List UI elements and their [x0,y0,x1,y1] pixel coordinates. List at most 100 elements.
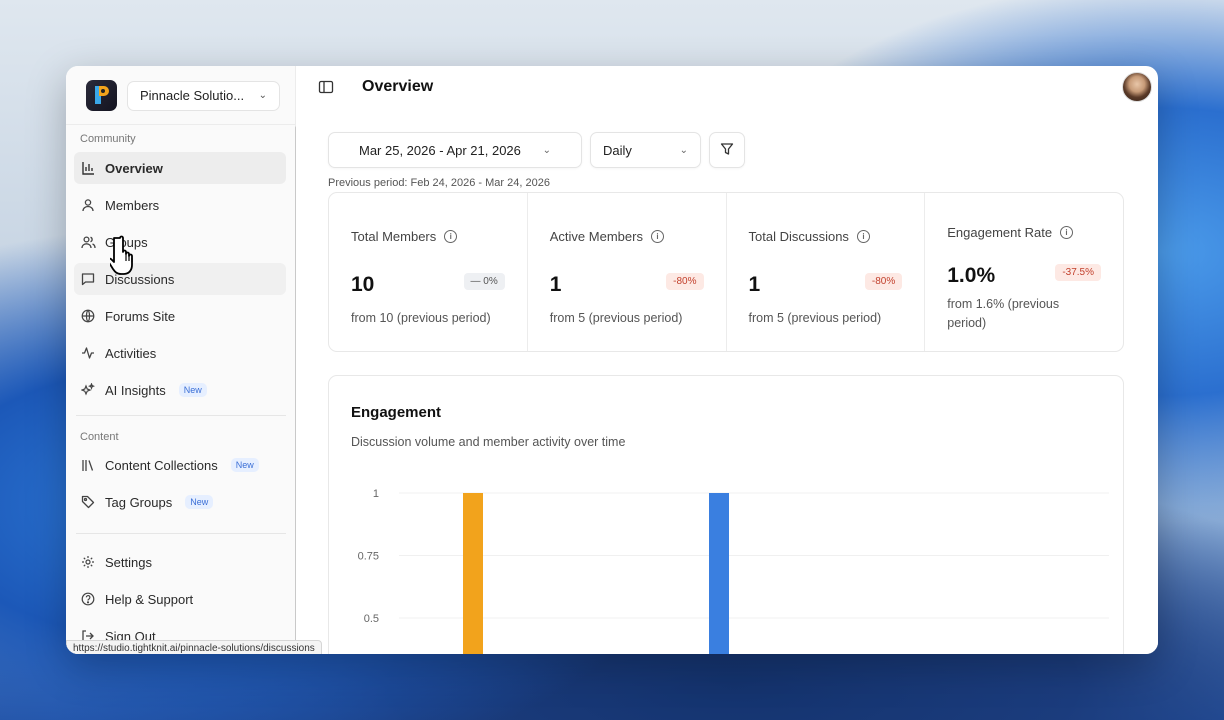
chart-bar[interactable] [709,493,729,654]
info-icon[interactable]: i [444,230,458,243]
engagement-subtitle: Discussion volume and member activity ov… [351,435,626,449]
stats-row: Total Members i 10 — 0% from 10 (previous… [328,192,1124,352]
app-window: Pinnacle Solutio... ⌄ Community Overview… [66,66,1158,654]
header: Overview [296,66,1158,110]
gear-icon [80,554,96,570]
sidebar-item-groups[interactable]: Groups [74,226,286,258]
workspace-logo[interactable] [86,80,117,111]
tag-icon [80,494,96,510]
info-icon[interactable]: i [856,230,870,243]
engagement-title: Engagement [351,404,442,421]
stat-subtext: from 1.6% (previous period) [947,297,1060,330]
engagement-chart: 1 0.75 0.5 [358,488,1109,654]
divider [76,415,286,416]
stat-value: 1 [748,273,761,296]
page-title: Overview [362,78,434,95]
workspace-switcher: Pinnacle Solutio... ⌄ [86,80,280,111]
globe-icon [80,308,96,324]
engagement-card: Engagement Discussion volume and member … [328,375,1124,654]
filter-icon [720,142,734,159]
sidebar-item-label: Activities [105,345,157,361]
sidebar-item-sign-out[interactable]: Sign Out [74,620,286,652]
change-badge: — 0% [463,273,505,290]
stat-card-active-members: Active Members i 1 -80% from 5 (previous … [528,193,727,351]
stat-label: Total Members [351,229,437,244]
change-badge: -80% [666,273,704,290]
stat-subtext: from 10 (previous period) [351,311,491,325]
sidebar-item-overview[interactable]: Overview [74,152,286,184]
avatar[interactable] [1122,72,1152,102]
sidebar-item-label: Discussions [105,271,175,287]
sidebar-item-help-support[interactable]: Help & Support [74,583,286,615]
change-badge: -37.5% [1055,264,1101,281]
sidebar-item-settings[interactable]: Settings [74,546,286,578]
new-badge: New [185,495,214,509]
stat-subtext: from 5 (previous period) [549,311,683,325]
chevron-down-icon: ⌄ [542,144,551,156]
sparkles-icon [80,382,96,398]
bar-chart-icon [80,160,96,176]
granularity-select[interactable]: Daily ⌄ [590,132,701,168]
help-icon [80,591,96,607]
date-range-value: Mar 25, 2026 - Apr 21, 2026 [359,142,521,158]
change-badge: -80% [864,273,903,290]
sidebar-item-label: Tag Groups [105,494,173,510]
sidebar-item-label: Content Collections [105,457,218,473]
stat-value: 1.0% [947,264,996,287]
section-label-community: Community [80,133,136,145]
sidebar-item-ai-insights[interactable]: AI Insights New [74,374,286,406]
sidebar-item-label: Forums Site [105,308,176,324]
main-content: Mar 25, 2026 - Apr 21, 2026 ⌄ Daily ⌄ Pr… [296,110,1158,654]
sidebar-item-label: Settings [105,554,152,570]
sidebar-item-label: Sign Out [105,628,156,644]
previous-period-text: Previous period: Feb 24, 2026 - Mar 24, … [328,177,550,189]
status-bar-url: https://studio.tightknit.ai/pinnacle-sol… [66,640,322,654]
workspace-name: Pinnacle Solutio... [140,88,245,103]
new-badge: New [230,458,259,472]
users-icon [80,234,96,250]
sidebar-item-label: Help & Support [105,591,194,607]
sidebar-item-label: Groups [105,234,148,250]
info-icon[interactable]: i [1060,226,1074,239]
stat-card-total-discussions: Total Discussions i 1 -80% from 5 (previo… [727,193,926,351]
section-label-content: Content [80,431,119,443]
y-tick-label: 0.75 [358,551,379,563]
divider [76,533,286,534]
divider [66,124,295,125]
stat-card-total-members: Total Members i 10 — 0% from 10 (previous… [329,193,528,351]
sidebar-item-label: Overview [105,160,163,176]
sidebar-item-discussions[interactable]: Discussions [74,263,286,295]
user-icon [80,197,96,213]
stat-value: 10 [351,273,375,296]
sidebar-item-activities[interactable]: Activities [74,337,286,369]
chevron-down-icon: ⌄ [679,144,688,156]
chat-icon [80,271,96,287]
stat-label: Total Discussions [748,229,849,244]
sidebar-item-label: AI Insights [105,382,166,398]
sidebar-toggle-icon[interactable] [318,79,334,100]
sidebar-item-forums-site[interactable]: Forums Site [74,300,286,332]
library-icon [80,457,96,473]
filter-button[interactable] [709,132,745,168]
y-tick-label: 0.5 [364,613,379,625]
sidebar-item-label: Members [105,197,160,213]
new-badge: New [178,383,207,397]
stat-card-engagement-rate: Engagement Rate i 1.0% -37.5% from 1.6% (… [925,193,1123,351]
filter-controls: Mar 25, 2026 - Apr 21, 2026 ⌄ Daily ⌄ [328,132,745,168]
info-icon[interactable]: i [650,230,664,243]
sidebar-item-members[interactable]: Members [74,189,286,221]
stat-subtext: from 5 (previous period) [748,311,882,325]
chart-bar[interactable] [463,493,483,654]
stat-value: 1 [549,273,562,296]
stat-label: Active Members [549,229,643,244]
date-range-picker[interactable]: Mar 25, 2026 - Apr 21, 2026 ⌄ [328,132,582,168]
sidebar-item-content-collections[interactable]: Content Collections New [74,449,286,481]
workspace-select[interactable]: Pinnacle Solutio... ⌄ [127,80,280,111]
sidebar-item-tag-groups[interactable]: Tag Groups New [74,486,286,518]
stat-label: Engagement Rate [947,225,1053,240]
granularity-value: Daily [603,142,632,158]
y-tick-label: 1 [373,488,379,500]
activity-icon [80,345,96,361]
chevron-down-icon: ⌄ [258,90,267,101]
sidebar: Pinnacle Solutio... ⌄ Community Overview… [66,66,299,654]
